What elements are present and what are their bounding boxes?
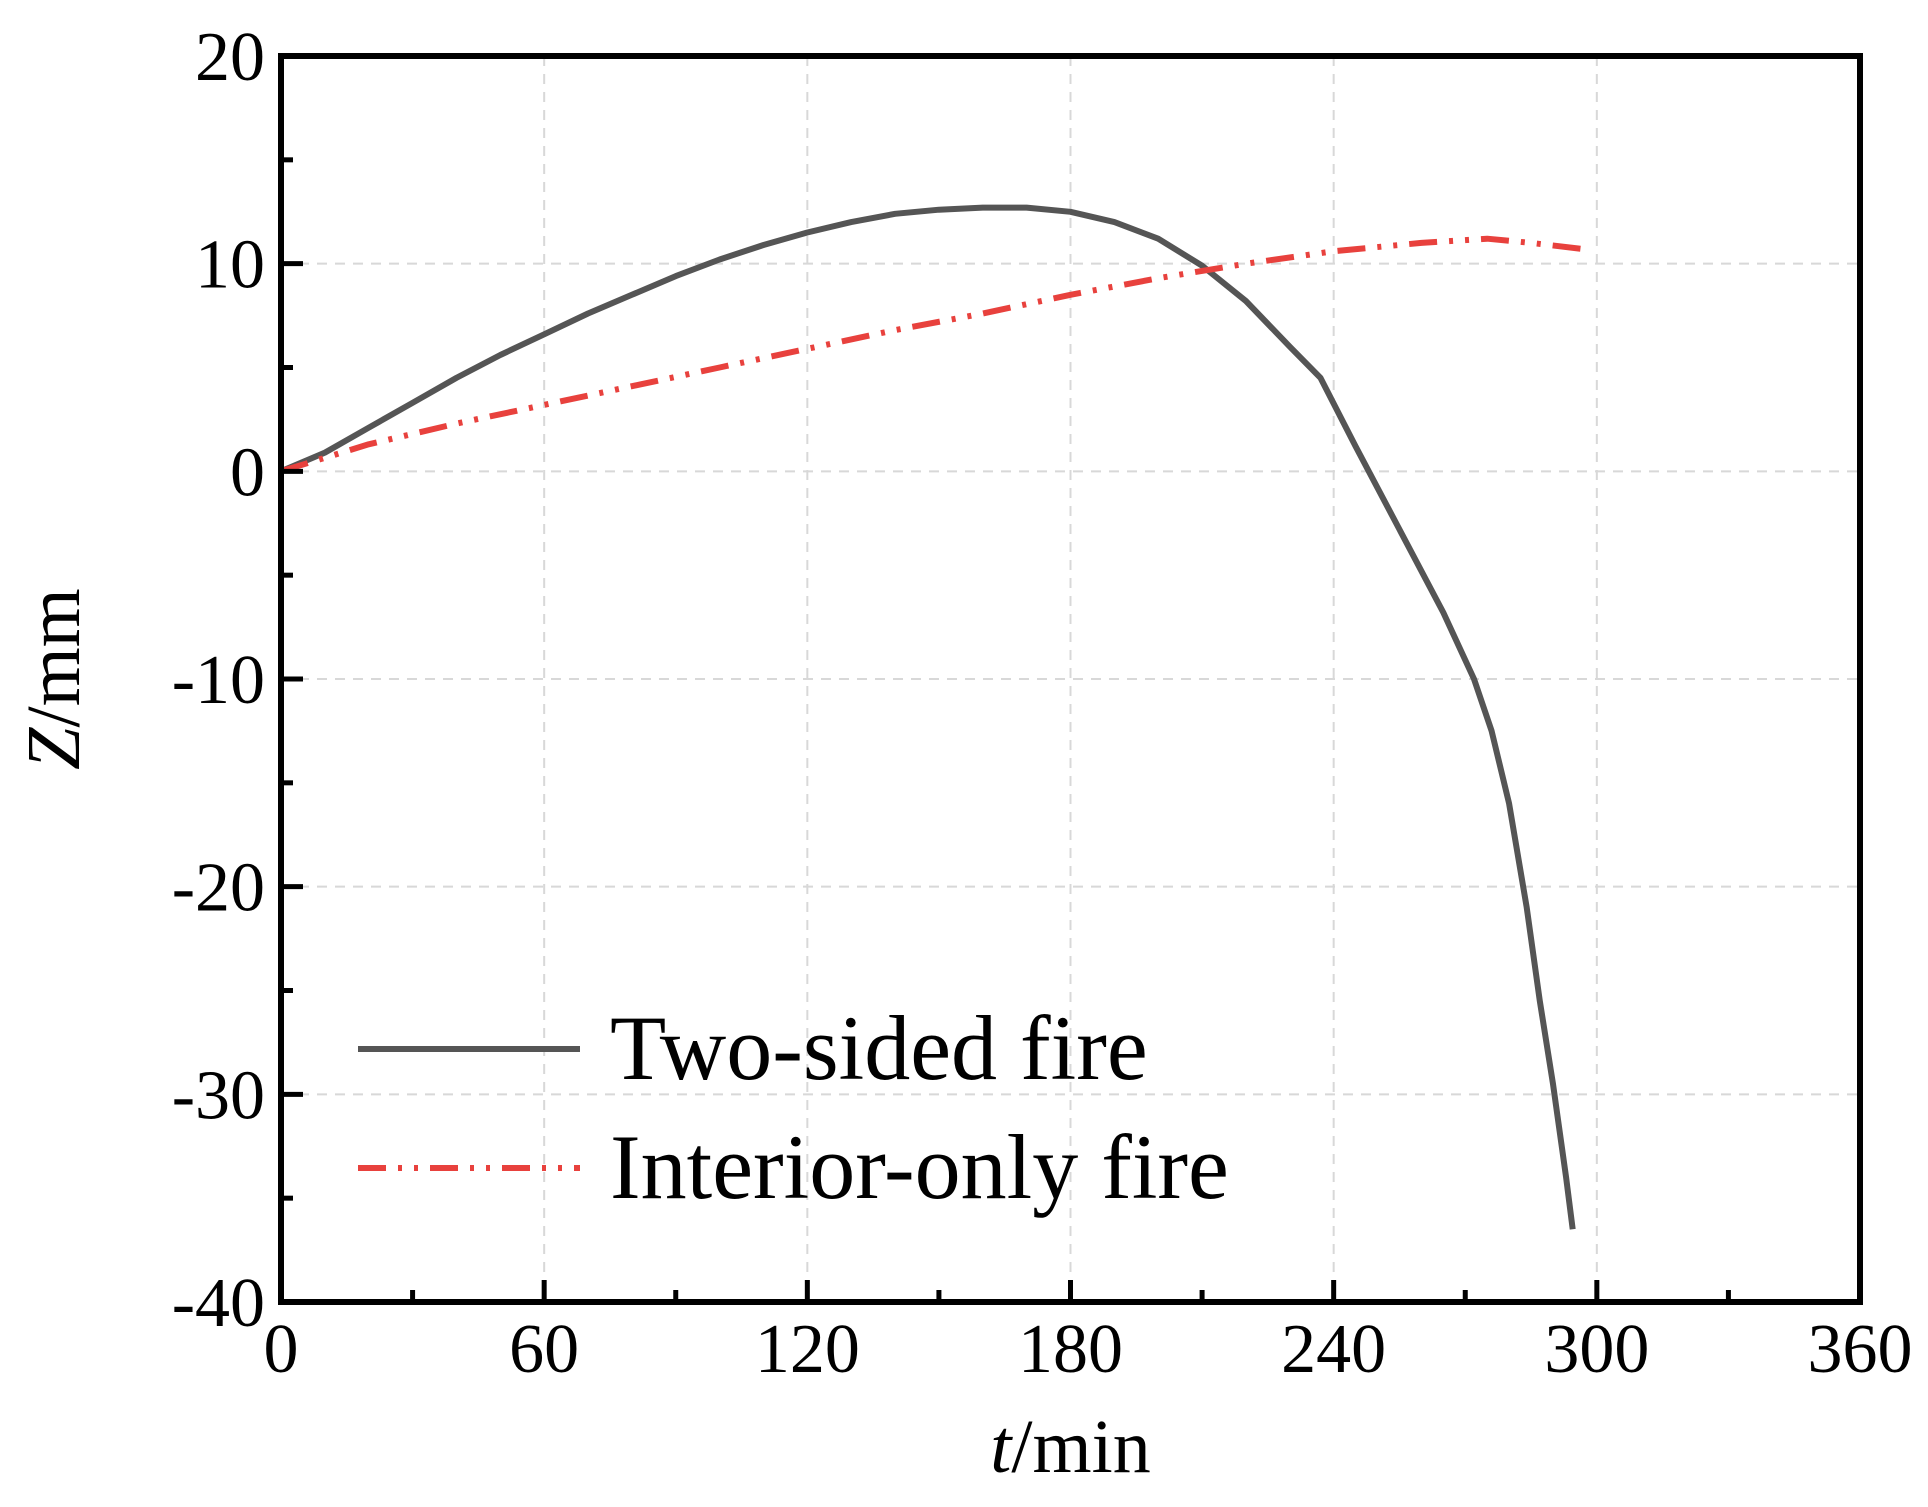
- tick-labels: 0 60 120 180 240 300 360 -40 -30 -20 -10 0 10 20: [172, 19, 1913, 1388]
- grid-lines: [281, 56, 1860, 1302]
- x-axis-title: t/min: [990, 1405, 1150, 1489]
- series-line-0: [279, 204, 1576, 1230]
- legend-label-two-sided-fire: Two-sided fire: [610, 997, 1148, 1099]
- x-tick-label-2: 120: [755, 1311, 860, 1388]
- y-tick-label-4: 0: [230, 434, 265, 511]
- x-tick-label-3: 180: [1018, 1311, 1123, 1388]
- y-tick-label-0: -40: [172, 1265, 265, 1342]
- series-line-1: [280, 235, 1585, 475]
- axis-ticks: [278, 53, 1863, 1305]
- y-tick-label-5: 10: [195, 227, 265, 304]
- y-tick-label-3: -10: [172, 642, 265, 719]
- series-layer: [279, 204, 1585, 1230]
- x-tick-label-6: 360: [1808, 1311, 1913, 1388]
- legend-label-interior-only-fire: Interior-only fire: [610, 1116, 1229, 1218]
- y-tick-label-1: -30: [172, 1057, 265, 1134]
- x-tick-label-1: 60: [509, 1311, 579, 1388]
- y-axis-title-italic: Z: [12, 727, 96, 770]
- x-tick-label-4: 240: [1281, 1311, 1386, 1388]
- x-axis-title-italic: t: [990, 1405, 1013, 1489]
- y-tick-label-2: -20: [172, 850, 265, 927]
- x-axis-title-unit: /min: [1011, 1405, 1150, 1489]
- y-axis-title: Z/mm: [12, 588, 96, 770]
- legend: Two-sided fire Interior-only fire: [358, 997, 1229, 1218]
- x-tick-label-0: 0: [264, 1311, 299, 1388]
- y-axis-title-unit: /mm: [12, 588, 96, 727]
- y-tick-label-6: 20: [195, 19, 265, 96]
- x-tick-label-5: 300: [1544, 1311, 1649, 1388]
